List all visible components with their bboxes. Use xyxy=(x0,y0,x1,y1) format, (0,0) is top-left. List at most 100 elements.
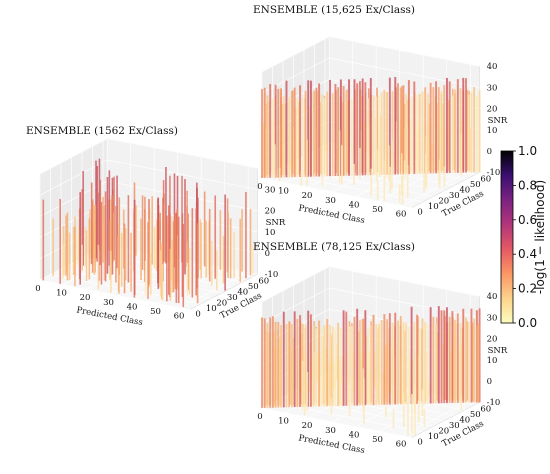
z-tick-label: 0 xyxy=(265,249,270,259)
z-tick-label: 10 xyxy=(265,228,276,238)
grid-line xyxy=(329,287,480,318)
chart-title: ENSEMBLE (15,625 Ex/Class) xyxy=(253,4,415,16)
colorbar-tick-label: 0.2 xyxy=(518,282,537,296)
y-tick-label: 50 xyxy=(470,410,481,420)
x-tick-label: 30 xyxy=(325,196,336,206)
x-tick-label: 40 xyxy=(127,302,138,312)
grid-line xyxy=(39,138,108,175)
z-tick-label: 20 xyxy=(487,105,498,115)
z-tick-label: -10 xyxy=(487,168,501,178)
bars xyxy=(42,158,254,308)
grid-line xyxy=(107,138,258,169)
colorbar: 1.0 0.8 0.6 0.4 0.2 0.0 -log(1 − likelihood) xyxy=(500,144,547,330)
grid-line xyxy=(402,400,471,436)
grid-line xyxy=(272,172,423,203)
colorbar-gradient xyxy=(500,150,514,324)
z-tick-label: 30 xyxy=(487,83,498,93)
grid-line xyxy=(329,266,480,297)
z-tick-label: 10 xyxy=(487,126,498,136)
grid-line xyxy=(261,177,413,208)
y-tick-label: 60 xyxy=(480,404,491,414)
x-tick-label: 40 xyxy=(349,200,360,210)
y-tick-label: 20 xyxy=(438,196,449,206)
grid-line xyxy=(107,159,258,190)
y-tick-label: 50 xyxy=(248,282,259,292)
z-tick-label: 10 xyxy=(487,356,498,366)
x-tick-label: 20 xyxy=(302,191,313,201)
grid-line xyxy=(261,407,413,438)
z-axis-label: SNR xyxy=(488,346,508,356)
z-tick-label: 40 xyxy=(487,62,498,72)
x-tick-label: 50 xyxy=(372,435,383,445)
x-tick-label: 40 xyxy=(349,430,360,440)
y-tick-label: 10 xyxy=(428,432,439,442)
chart-title: ENSEMBLE (78,125 Ex/Class) xyxy=(253,241,415,253)
x-tick-label: 60 xyxy=(396,210,407,220)
y-tick-label: 0 xyxy=(417,207,422,217)
x-tick-label: 50 xyxy=(372,205,383,215)
y-tick-label: 30 xyxy=(227,293,238,303)
chart-title: ENSEMBLE (1562 Ex/Class) xyxy=(26,125,178,137)
x-tick-label: 10 xyxy=(56,289,67,299)
z-tick-label: 30 xyxy=(487,313,498,323)
grid-line xyxy=(157,267,225,304)
z-tick-label: -10 xyxy=(487,398,501,408)
grid-line xyxy=(261,57,330,94)
x-tick-label: 10 xyxy=(278,187,289,197)
z-tick-label: 20 xyxy=(487,335,498,345)
x-tick-label: 60 xyxy=(174,312,185,322)
x-tick-label: 0 xyxy=(257,412,262,422)
grid-line xyxy=(329,57,480,88)
y-tick-label: 0 xyxy=(195,309,200,319)
grid-line xyxy=(39,279,191,310)
z-tick-label: 30 xyxy=(265,185,276,195)
z-tick-label: 40 xyxy=(487,292,498,302)
grid-line xyxy=(272,402,423,433)
x-tick-label: 60 xyxy=(396,440,407,450)
z-tick-label: -10 xyxy=(265,270,279,280)
colorbar-tick-label: 1.0 xyxy=(518,144,537,158)
grid-line xyxy=(261,266,330,303)
y-tick-label: 50 xyxy=(470,180,481,190)
x-tick-label: 30 xyxy=(103,298,114,308)
y-tick-label: 60 xyxy=(258,276,269,286)
y-tick-label: 0 xyxy=(417,437,422,447)
bars xyxy=(261,76,481,205)
colorbar-tick-label: 0.0 xyxy=(518,316,537,330)
x-tick-label: 30 xyxy=(325,426,336,436)
y-tick-label: 10 xyxy=(428,202,439,212)
x-tick-label: 0 xyxy=(35,284,40,294)
y-tick-label: 20 xyxy=(438,426,449,436)
y-tick-label: 30 xyxy=(449,191,460,201)
x-tick-label: 0 xyxy=(257,182,262,192)
x-tick-label: 20 xyxy=(80,293,91,303)
z-axis-label: SNR xyxy=(266,218,286,228)
y-tick-label: 40 xyxy=(237,287,248,297)
colorbar-tick-label: 0.4 xyxy=(518,247,537,261)
colorbar-tick-label: 0.6 xyxy=(518,213,537,227)
grid-line xyxy=(329,36,480,67)
y-tick-label: 10 xyxy=(206,304,217,314)
grid-line xyxy=(261,36,330,73)
x-tick-label: 10 xyxy=(278,417,289,427)
y-tick-label: 40 xyxy=(459,185,470,195)
x-tick-label: 50 xyxy=(150,307,161,317)
colorbar-tick-label: 0.8 xyxy=(518,178,537,192)
bars xyxy=(261,306,481,436)
y-tick-label: 30 xyxy=(449,421,460,431)
colorbar-label: -log(1 − likelihood) xyxy=(533,180,547,294)
z-axis-label: SNR xyxy=(488,116,508,126)
y-tick-label: 60 xyxy=(480,174,491,184)
grid-line xyxy=(180,272,249,308)
grid-line xyxy=(402,170,471,206)
y-tick-label: 40 xyxy=(459,415,470,425)
colorbar-ticks: 1.0 0.8 0.6 0.4 0.2 0.0 xyxy=(513,144,537,330)
z-tick-label: 20 xyxy=(265,207,276,217)
z-tick-label: 0 xyxy=(487,147,492,157)
y-tick-label: 20 xyxy=(216,298,227,308)
x-tick-label: 20 xyxy=(302,421,313,431)
